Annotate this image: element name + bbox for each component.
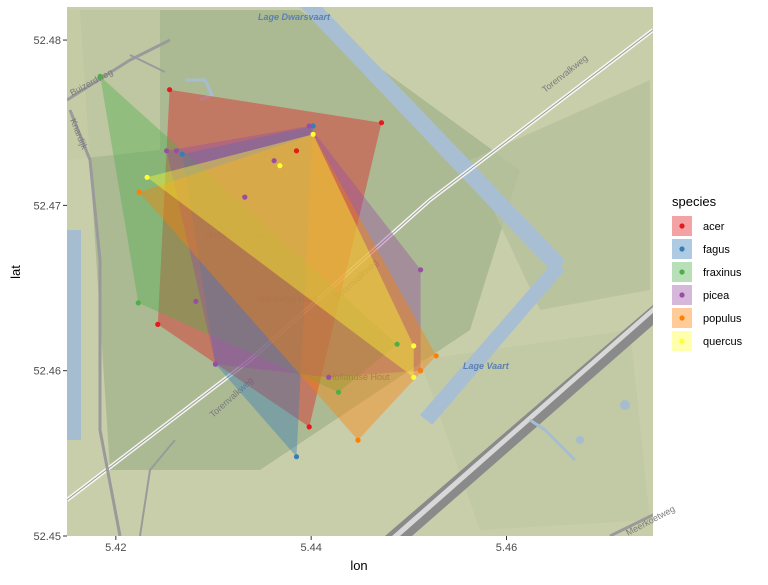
point-fagus-1 bbox=[310, 123, 316, 129]
point-quercus-0 bbox=[144, 174, 150, 180]
basemap bbox=[67, 7, 653, 536]
point-fraxinus-0 bbox=[97, 73, 103, 79]
point-picea-6 bbox=[242, 194, 248, 200]
species-hulls bbox=[100, 76, 437, 457]
map-label-hollandse-hout-1: Hollandse Hout bbox=[205, 230, 267, 240]
point-picea-5 bbox=[212, 361, 219, 367]
legend-label-acer: acer bbox=[703, 221, 725, 233]
x-tick-label: 5.42 bbox=[105, 542, 126, 554]
hull-acer bbox=[157, 89, 382, 427]
legend: species acer fagus fraxinus picea populus que… bbox=[672, 194, 743, 351]
point-acer-2 bbox=[306, 424, 312, 430]
x-axis-title: lon bbox=[350, 558, 367, 573]
hull-fraxinus bbox=[100, 76, 398, 393]
x-tick-label: 5.46 bbox=[496, 542, 517, 554]
point-picea-8 bbox=[193, 298, 199, 304]
point-acer-3 bbox=[155, 321, 161, 327]
map-label-hollandse-hout-2: Hollandse Hout bbox=[256, 294, 318, 304]
legend-dot-acer bbox=[679, 223, 685, 229]
point-fagus-0 bbox=[293, 454, 300, 460]
axes: 5.42 5.44 5.46 52.45 52.46 52.47 52.48 bbox=[33, 35, 517, 554]
point-quercus-2 bbox=[411, 374, 417, 380]
point-acer-0 bbox=[167, 87, 173, 93]
point-acer-1 bbox=[378, 120, 385, 126]
point-picea-9 bbox=[271, 158, 277, 164]
y-tick-label: 52.45 bbox=[33, 531, 61, 543]
point-picea-7 bbox=[326, 374, 332, 380]
point-acer-4 bbox=[293, 148, 300, 154]
point-fraxinus-2 bbox=[335, 389, 342, 395]
x-tick-label: 5.44 bbox=[300, 542, 321, 554]
hull-quercus bbox=[147, 134, 414, 378]
hull-fagus bbox=[182, 126, 314, 457]
legend-dot-fraxinus bbox=[679, 269, 685, 275]
legend-dot-populus bbox=[679, 315, 685, 321]
legend-label-picea: picea bbox=[703, 290, 730, 302]
legend-label-fagus: fagus bbox=[703, 244, 730, 256]
hull-populus bbox=[139, 134, 437, 441]
map-label-lage-vaart: Lage Vaart bbox=[463, 361, 510, 371]
map-label-lage-dwarsvaart: Lage Dwarsvaart bbox=[258, 12, 331, 22]
hull-picea bbox=[166, 126, 421, 378]
point-quercus-3 bbox=[411, 343, 417, 349]
species-points bbox=[97, 73, 439, 460]
point-fraxinus-3 bbox=[394, 341, 400, 347]
point-quercus-4 bbox=[277, 163, 283, 169]
point-picea-1 bbox=[173, 148, 179, 154]
legend-title: species bbox=[672, 194, 717, 209]
y-tick-label: 52.47 bbox=[33, 200, 61, 212]
point-quercus-1 bbox=[310, 131, 316, 137]
map-label-hollandse-hout-3: Hollandse Hout bbox=[328, 372, 390, 382]
point-populus-2 bbox=[433, 353, 439, 359]
point-picea-0 bbox=[164, 148, 170, 154]
point-fraxinus-1 bbox=[135, 300, 141, 306]
legend-dot-picea bbox=[679, 292, 685, 298]
legend-label-fraxinus: fraxinus bbox=[703, 267, 742, 279]
legend-label-quercus: quercus bbox=[703, 336, 743, 348]
point-populus-0 bbox=[136, 189, 142, 195]
legend-dot-quercus bbox=[679, 338, 685, 344]
point-populus-1 bbox=[355, 437, 361, 443]
y-tick-label: 52.48 bbox=[33, 35, 61, 47]
point-populus-4 bbox=[418, 368, 424, 374]
y-axis-title: lat bbox=[8, 265, 23, 279]
point-fagus-3 bbox=[179, 151, 185, 157]
point-picea-3 bbox=[418, 267, 424, 273]
y-tick-label: 52.46 bbox=[33, 366, 61, 378]
legend-label-populus: populus bbox=[703, 313, 742, 325]
legend-dot-fagus bbox=[679, 246, 685, 252]
point-picea-2 bbox=[306, 123, 312, 129]
